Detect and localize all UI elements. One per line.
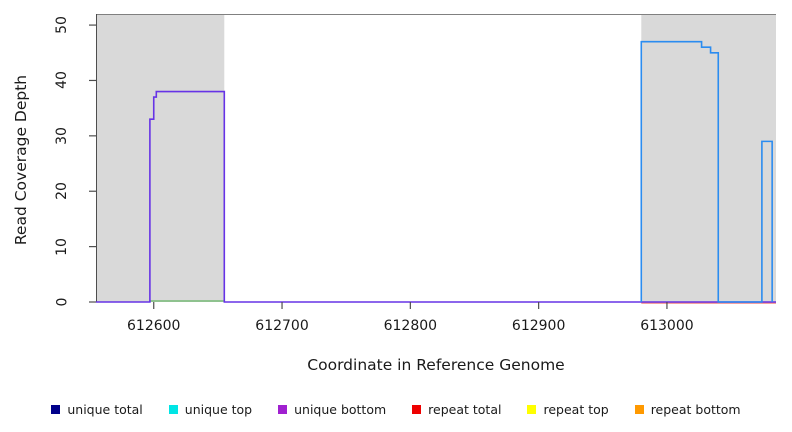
legend-item[interactable]: unique bottom [278, 402, 386, 417]
legend-swatch-icon [412, 404, 422, 414]
legend-swatch-icon [168, 404, 178, 414]
legend-item-label: unique bottom [294, 401, 387, 417]
legend-item[interactable]: unique total [51, 401, 143, 417]
y-tick-label-text: 30 [53, 126, 70, 145]
y-tick-label-text: 40 [53, 71, 70, 90]
legend-item[interactable]: repeat bottom [634, 401, 741, 417]
plot-area [89, 14, 776, 309]
y-tick-label: 50 [42, 16, 82, 34]
y-axis-title-text: Read Coverage Depth [12, 74, 30, 246]
legend-item-label: repeat top [543, 401, 609, 417]
legend-swatch-icon [51, 404, 61, 414]
legend-item[interactable]: repeat top [527, 401, 609, 417]
legend: unique total unique top unique bottom repea… [0, 398, 792, 420]
x-axis-title: Coordinate in Reference Genome [307, 356, 565, 374]
legend-item-label: unique top [184, 401, 253, 417]
legend-swatch-icon [278, 404, 288, 414]
y-tick-label: 20 [42, 182, 82, 201]
x-tick-label: 612700 [255, 318, 309, 334]
coverage-plot-svg [89, 14, 776, 309]
x-tick-label: 613000 [640, 318, 694, 334]
y-tick-label: 0 [42, 294, 82, 310]
y-tick-label-text: 50 [53, 16, 70, 34]
y-tick-label-text: 10 [53, 237, 70, 256]
legend-item-label: unique total [67, 401, 143, 417]
y-tick-label-text: 20 [53, 182, 70, 201]
y-tick-label: 10 [42, 237, 82, 256]
series-unique-bottom [96, 90, 776, 303]
x-tick-label: 612600 [127, 318, 181, 334]
shaded-region [96, 14, 225, 302]
x-tick-label: 612800 [383, 318, 438, 334]
legend-item[interactable]: repeat total [412, 402, 501, 417]
x-tick-label: 612900 [511, 318, 566, 334]
series-coverage-right-peak [640, 40, 773, 303]
y-tick-label-text: 0 [53, 297, 70, 307]
legend-swatch-icon [527, 404, 537, 414]
legend-item-label: repeat total [428, 401, 502, 417]
y-tick-label: 30 [42, 126, 82, 145]
legend-item[interactable]: unique top [168, 401, 253, 417]
y-tick-label: 40 [42, 71, 82, 90]
legend-swatch-icon [634, 404, 644, 414]
y-axis-title: Read Coverage Depth [8, 12, 34, 308]
shaded-region [641, 14, 776, 302]
legend-item-label: repeat bottom [650, 401, 741, 417]
